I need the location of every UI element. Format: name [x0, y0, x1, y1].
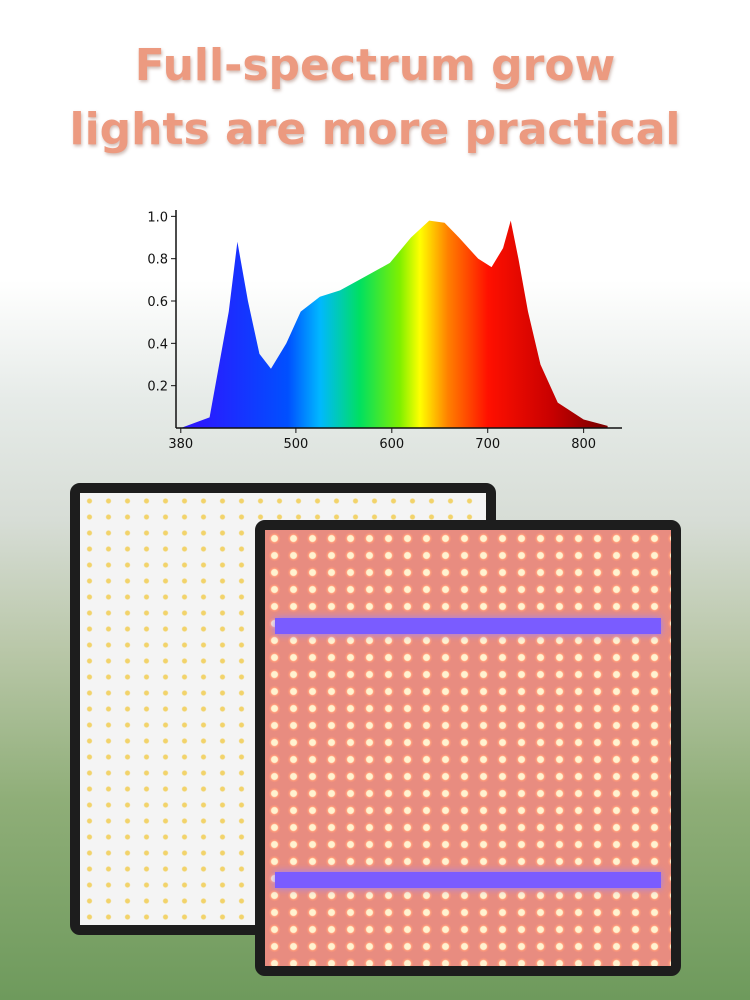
x-tick-label: 800 — [571, 437, 596, 452]
blue-led-row — [275, 872, 661, 888]
y-tick-label: 1.0 — [147, 210, 168, 225]
spectrum-chart: 0.2 0.4 0.6 0.8 1.0 380 500 600 700 800 — [147, 210, 622, 452]
x-tick-label: 700 — [475, 437, 500, 452]
y-tick-label: 0.2 — [147, 380, 168, 395]
x-tick-label: 500 — [283, 437, 308, 452]
blue-led-row — [275, 618, 661, 634]
y-tick-label: 0.6 — [147, 295, 168, 310]
title-line: lights are more practical — [69, 104, 681, 155]
x-tick-label: 600 — [379, 437, 404, 452]
y-tick-label: 0.4 — [147, 337, 168, 352]
x-tick-label: 380 — [168, 437, 193, 452]
y-tick-label: 0.8 — [147, 253, 168, 268]
spectrum-area — [180, 220, 608, 428]
title-line: Full-spectrum grow — [134, 40, 616, 91]
led-panel — [255, 520, 681, 976]
